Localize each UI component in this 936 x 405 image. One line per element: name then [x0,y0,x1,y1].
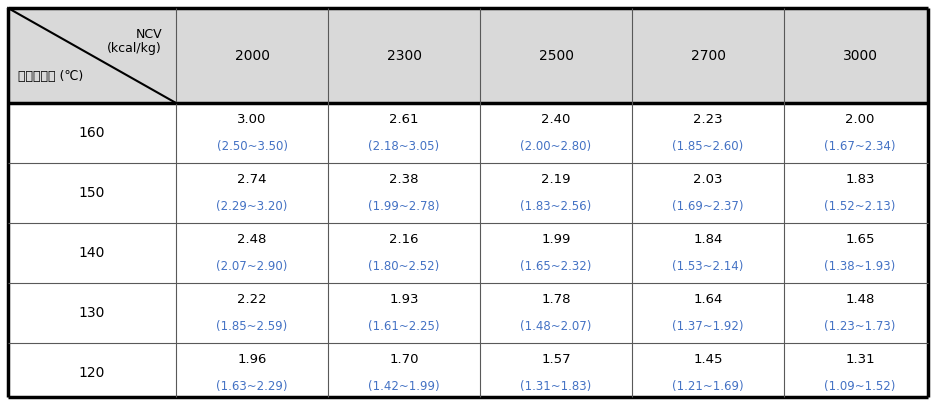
Text: (2.00~2.80): (2.00~2.80) [520,140,592,153]
Text: 1.64: 1.64 [694,293,723,306]
Text: 2.61: 2.61 [389,113,418,126]
Text: (1.48~2.07): (1.48~2.07) [520,320,592,333]
Text: 재가열온도 (℃): 재가열온도 (℃) [18,70,83,83]
Text: 2.48: 2.48 [238,233,267,246]
Bar [8,223,928,283]
Text: (1.85~2.59): (1.85~2.59) [216,320,287,333]
Text: (2.29~3.20): (2.29~3.20) [216,200,287,213]
Text: 2.38: 2.38 [389,173,418,186]
Bar [8,283,928,343]
Text: (1.42~1.99): (1.42~1.99) [368,380,440,393]
Text: 1.99: 1.99 [541,233,571,246]
Text: 1.93: 1.93 [389,293,418,306]
Text: 1.83: 1.83 [845,173,875,186]
Text: 2.23: 2.23 [694,113,723,126]
Bar [8,163,928,223]
Text: (1.61~2.25): (1.61~2.25) [368,320,440,333]
Text: 2.19: 2.19 [541,173,571,186]
Text: (1.37~1.92): (1.37~1.92) [672,320,744,333]
Text: 2.22: 2.22 [237,293,267,306]
Text: 2.00: 2.00 [845,113,874,126]
Text: 1.78: 1.78 [541,293,571,306]
Bar [8,103,928,163]
Text: 1.57: 1.57 [541,353,571,366]
Text: 2.16: 2.16 [389,233,418,246]
Text: 3.00: 3.00 [238,113,267,126]
Text: (1.69~2.37): (1.69~2.37) [672,200,744,213]
Text: 1.48: 1.48 [845,293,874,306]
Text: 2.74: 2.74 [237,173,267,186]
Text: (1.23~1.73): (1.23~1.73) [825,320,896,333]
Text: (2.18~3.05): (2.18~3.05) [369,140,440,153]
Text: (1.67~2.34): (1.67~2.34) [825,140,896,153]
Text: 150: 150 [79,186,105,200]
Text: (1.80~2.52): (1.80~2.52) [369,260,440,273]
Text: (1.63~2.29): (1.63~2.29) [216,380,287,393]
Text: 1.96: 1.96 [238,353,267,366]
Text: 1.70: 1.70 [389,353,418,366]
Text: (2.50~3.50): (2.50~3.50) [216,140,287,153]
Text: 160: 160 [79,126,105,140]
Text: 2.40: 2.40 [541,113,571,126]
Text: NCV: NCV [136,28,162,41]
Text: (2.07~2.90): (2.07~2.90) [216,260,287,273]
Text: 120: 120 [79,366,105,380]
Text: 130: 130 [79,306,105,320]
Text: (1.99~2.78): (1.99~2.78) [368,200,440,213]
Text: 2700: 2700 [691,49,725,62]
Text: (kcal/kg): (kcal/kg) [108,42,162,55]
Text: (1.21~1.69): (1.21~1.69) [672,380,744,393]
Text: 1.45: 1.45 [694,353,723,366]
Text: 2.03: 2.03 [694,173,723,186]
Text: 1.65: 1.65 [845,233,875,246]
Text: (1.38~1.93): (1.38~1.93) [825,260,896,273]
Bar [8,8,928,103]
Text: 1.84: 1.84 [694,233,723,246]
Text: (1.52~2.13): (1.52~2.13) [825,200,896,213]
Text: (1.31~1.83): (1.31~1.83) [520,380,592,393]
Text: (1.09~1.52): (1.09~1.52) [825,380,896,393]
Text: (1.83~2.56): (1.83~2.56) [520,200,592,213]
Text: 2500: 2500 [538,49,574,62]
Text: 140: 140 [79,246,105,260]
Text: (1.65~2.32): (1.65~2.32) [520,260,592,273]
Text: (1.85~2.60): (1.85~2.60) [672,140,743,153]
Text: 3000: 3000 [842,49,878,62]
Text: 1.31: 1.31 [845,353,875,366]
Text: 2300: 2300 [387,49,421,62]
Bar [8,343,928,403]
Text: (1.53~2.14): (1.53~2.14) [672,260,744,273]
Text: 2000: 2000 [235,49,270,62]
